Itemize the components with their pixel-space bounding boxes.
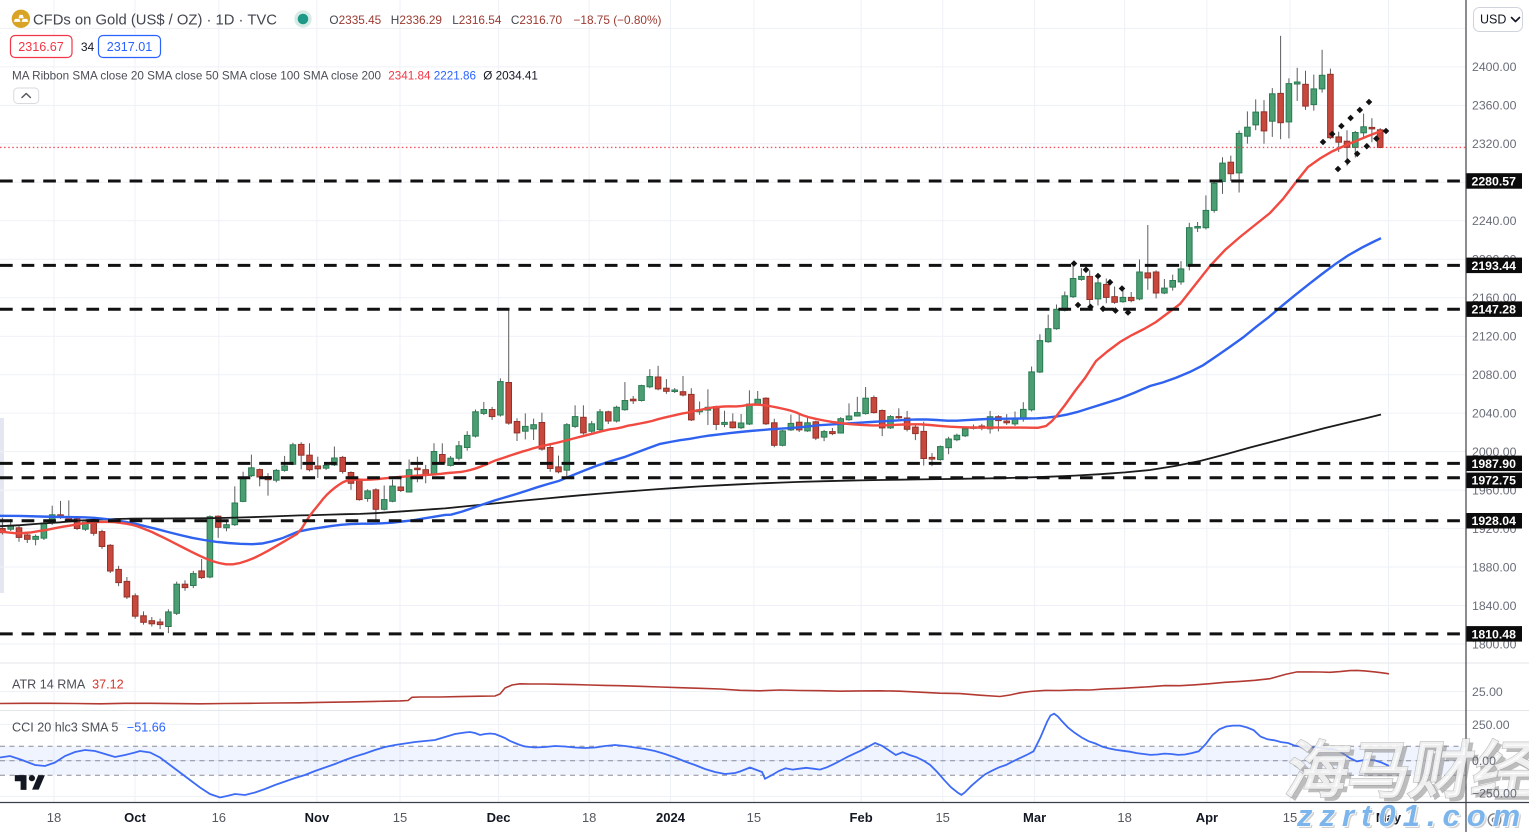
svg-text:1840.00: 1840.00 (1472, 599, 1517, 613)
svg-text:1972.75: 1972.75 (1472, 474, 1517, 488)
svg-text:18: 18 (582, 810, 596, 825)
svg-text:34: 34 (81, 40, 95, 54)
svg-text:Oct: Oct (124, 810, 146, 825)
svg-text:16: 16 (212, 810, 226, 825)
svg-text:−250.00: −250.00 (1472, 786, 1517, 800)
svg-text:15: 15 (1283, 810, 1297, 825)
svg-text:海马财经: 海马财经 (1285, 740, 1529, 809)
svg-text:250.00: 250.00 (1472, 718, 1510, 732)
svg-text:2320.00: 2320.00 (1472, 137, 1517, 151)
svg-text:2024: 2024 (656, 810, 686, 825)
svg-text:ATR 14 RMA 37.12: ATR 14 RMA 37.12 (12, 678, 124, 692)
svg-text:1810.48: 1810.48 (1472, 627, 1517, 641)
svg-text:25.00: 25.00 (1472, 685, 1503, 699)
svg-text:Feb: Feb (850, 810, 873, 825)
svg-text:MA Ribbon SMA close 20 SMA clo: MA Ribbon SMA close 20 SMA close 50 SMA … (12, 70, 538, 83)
svg-text:2400.00: 2400.00 (1472, 60, 1517, 74)
svg-text:−250.00: −250.00 (1472, 786, 1517, 800)
svg-text:USD: USD (1480, 13, 1506, 27)
svg-text:1880.00: 1880.00 (1472, 560, 1517, 574)
svg-text:Nov: Nov (305, 810, 330, 825)
svg-text:2317.01: 2317.01 (107, 40, 153, 54)
svg-text:2360.00: 2360.00 (1472, 99, 1517, 113)
svg-text:2193.44: 2193.44 (1472, 259, 1517, 273)
svg-text:2000.00: 2000.00 (1472, 445, 1517, 459)
svg-text:2040.00: 2040.00 (1472, 406, 1517, 420)
svg-text:zzrt01.com: zzrt01.com (1296, 798, 1527, 832)
svg-text:Mar: Mar (1023, 810, 1046, 825)
svg-text:2080.00: 2080.00 (1472, 368, 1517, 382)
svg-text:CFDs on Gold (US$ / OZ) · 1D ·: CFDs on Gold (US$ / OZ) · 1D · TVC (33, 13, 277, 29)
svg-text:18: 18 (47, 810, 61, 825)
svg-text:2120.00: 2120.00 (1472, 330, 1517, 344)
svg-text:2147.28: 2147.28 (1472, 303, 1517, 317)
svg-text:Dec: Dec (487, 810, 511, 825)
svg-text:zzrt01.com: zzrt01.com (1298, 800, 1529, 832)
svg-text:0.00: 0.00 (1472, 754, 1496, 768)
svg-text:海马财经: 海马财经 (1281, 736, 1529, 805)
svg-text:0.00: 0.00 (1472, 754, 1496, 768)
svg-text:15: 15 (935, 810, 949, 825)
svg-text:1928.04: 1928.04 (1472, 514, 1517, 528)
svg-text:May: May (1376, 810, 1402, 825)
svg-text:2316.67: 2316.67 (18, 40, 64, 54)
svg-text:2280.57: 2280.57 (1472, 174, 1517, 188)
svg-text:1987.90: 1987.90 (1472, 457, 1517, 471)
svg-text:CCI 20 hlc3 SMA 5 −51.66: CCI 20 hlc3 SMA 5 −51.66 (12, 721, 166, 735)
svg-text:2240.00: 2240.00 (1472, 214, 1517, 228)
svg-text:Apr: Apr (1196, 810, 1218, 825)
svg-text:15: 15 (747, 810, 761, 825)
svg-text:18: 18 (1117, 810, 1131, 825)
svg-text:15: 15 (393, 810, 407, 825)
